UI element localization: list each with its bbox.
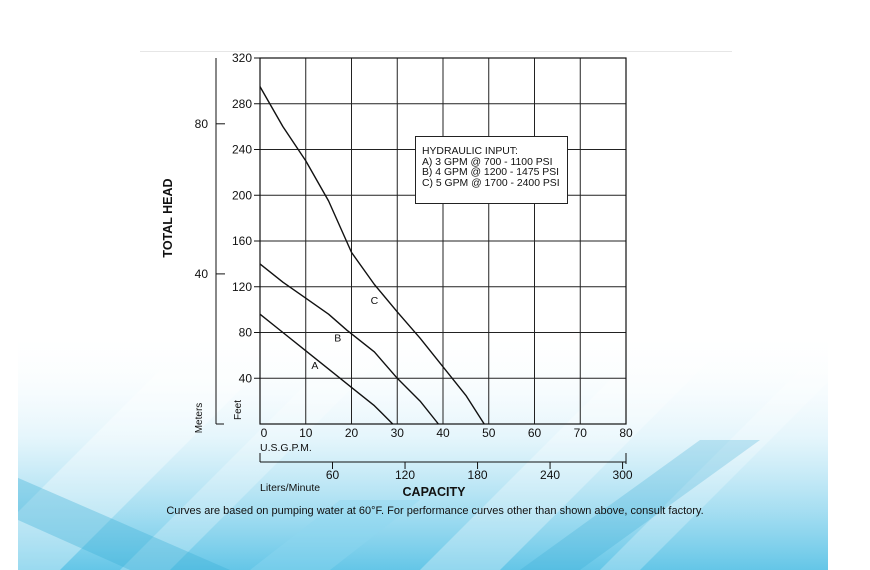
x-tick-label-liters: 60 bbox=[326, 468, 340, 482]
liters-unit-label: Liters/Minute bbox=[260, 482, 320, 494]
x-tick-label-liters: 240 bbox=[540, 468, 560, 482]
y-tick-label-feet: 320 bbox=[232, 51, 252, 65]
x-tick-label-liters: 180 bbox=[468, 468, 488, 482]
x-tick-label-liters: 300 bbox=[613, 468, 633, 482]
x-axis-title: CAPACITY bbox=[403, 485, 467, 499]
series-label-b: B bbox=[334, 333, 341, 345]
chart-series bbox=[259, 86, 485, 425]
legend-item-c: C) 5 GPM @ 1700 - 2400 PSI bbox=[422, 177, 560, 189]
legend-title: HYDRAULIC INPUT: bbox=[422, 146, 518, 157]
x-tick-label-liters: 120 bbox=[395, 468, 415, 482]
y-tick-label-feet: 240 bbox=[232, 143, 252, 157]
y-tick-label-feet: 280 bbox=[232, 97, 252, 111]
x-tick-label-gpm: 10 bbox=[299, 426, 313, 440]
x-tick-label-gpm: 50 bbox=[482, 426, 496, 440]
y-tick-label-feet: 160 bbox=[232, 234, 252, 248]
meters-unit-label: Meters bbox=[194, 403, 205, 434]
y-tick-label-feet: 120 bbox=[232, 280, 252, 294]
chart-labels: A B C bbox=[311, 295, 378, 372]
y-tick-label-meters: 80 bbox=[195, 117, 209, 131]
x-tick-label-gpm: 80 bbox=[619, 426, 633, 440]
x-tick-label-gpm: 20 bbox=[345, 426, 359, 440]
x-tick-label-gpm: 70 bbox=[574, 426, 588, 440]
series-label-c: C bbox=[371, 295, 379, 307]
series-line-c bbox=[259, 86, 485, 425]
feet-unit-label: Feet bbox=[233, 400, 244, 420]
series-line-a bbox=[259, 313, 394, 425]
x-tick-label-gpm: 60 bbox=[528, 426, 542, 440]
footnote: Curves are based on pumping water at 60°… bbox=[166, 505, 704, 517]
series-label-a: A bbox=[311, 360, 318, 372]
x-tick-label-gpm: 40 bbox=[436, 426, 450, 440]
y-tick-label-meters: 40 bbox=[195, 267, 209, 281]
y-tick-label-feet: 80 bbox=[239, 326, 253, 340]
y-tick-label-feet: 40 bbox=[239, 371, 253, 385]
y-axis-title: TOTAL HEAD bbox=[161, 178, 175, 257]
legend-item-a: A) 3 GPM @ 700 - 1100 PSI bbox=[422, 156, 553, 168]
hydraulic-input-legend: HYDRAULIC INPUT: A) 3 GPM @ 700 - 1100 P… bbox=[415, 136, 568, 204]
x-tick-label-gpm: 30 bbox=[391, 426, 405, 440]
legend-item-b: B) 4 GPM @ 1200 - 1475 PSI bbox=[422, 167, 560, 179]
top-divider bbox=[140, 51, 732, 52]
x-tick-label-gpm: 0 bbox=[261, 426, 268, 440]
y-tick-label-feet: 200 bbox=[232, 188, 252, 202]
series-line-b bbox=[259, 263, 439, 425]
decorative-background bbox=[18, 330, 828, 570]
gpm-unit-label: U.S.G.P.M. bbox=[260, 442, 312, 454]
